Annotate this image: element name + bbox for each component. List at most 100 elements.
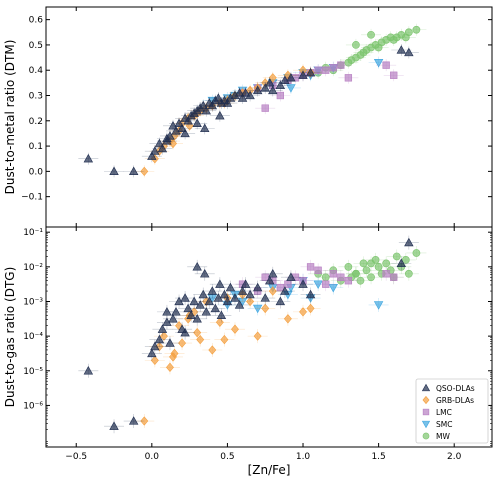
qso-dtm-point — [154, 138, 165, 148]
legend-box — [415, 378, 489, 444]
dtg-y-tick-label: 10⁻³ — [23, 297, 43, 307]
qso-dtg-point — [165, 338, 175, 347]
qso-dtg-point — [207, 286, 218, 295]
mw-dtm-point — [367, 30, 375, 39]
qso-dtm-point — [215, 110, 225, 120]
qso-dtm-point — [83, 153, 94, 163]
smc-dtg-point — [373, 301, 384, 310]
qso-dtg-point — [168, 313, 178, 323]
dtg-y-axis-title: Dust-to-gas ratio (DTG) — [3, 267, 17, 407]
legend-label-lmc: LMC — [436, 408, 452, 417]
grb-dtg-point — [306, 303, 315, 314]
legend-label-smc: SMC — [436, 420, 452, 429]
mw-dtg-point — [374, 262, 383, 271]
qso-dtg-point — [230, 293, 240, 302]
x-tick-label: 1.0 — [296, 452, 311, 462]
lmc-dtg-point — [261, 273, 269, 281]
qso-dtm-point — [150, 146, 160, 155]
dtm-y-tick-label: 0.3 — [29, 92, 43, 102]
qso-dtg-point — [201, 307, 211, 316]
mw-dtm-point — [352, 41, 360, 49]
mw-dtg-point — [367, 273, 375, 282]
dtm-y-tick-label: 0.0 — [29, 167, 44, 177]
qso-dtg-point — [180, 327, 190, 337]
qso-dtg-point — [204, 296, 214, 306]
smc-dtg-point — [252, 304, 263, 314]
qso-dtg-point — [189, 296, 199, 306]
qso-dtm-point — [260, 83, 270, 92]
qso-dtg-point — [216, 310, 227, 320]
grb-dtg-point — [193, 328, 202, 338]
qso-dtg-point — [215, 279, 225, 288]
smc-dtm-point — [373, 58, 384, 68]
mw-dtg-point — [359, 259, 368, 268]
dtm-y-tick-label: 0.6 — [29, 16, 44, 26]
qso-dtg-point — [198, 289, 208, 299]
qso-dtg-point — [200, 268, 210, 278]
dtm-y-tick-label: 0.1 — [29, 142, 43, 152]
lmc-dtm-point — [276, 91, 284, 100]
qso-dtg-point — [128, 416, 139, 425]
qso-dtm-point — [237, 93, 248, 102]
qso-dtm-point — [252, 85, 263, 95]
dtg-data-layer — [78, 235, 427, 434]
dtm-y-tick-label: −0.1 — [21, 193, 43, 203]
qso-dtm-point — [222, 98, 233, 107]
lmc-dtg-point — [382, 270, 390, 278]
qso-dtm-point — [162, 133, 172, 143]
x-tick-label: 1.5 — [371, 452, 385, 462]
lmc-dtm-point — [344, 74, 353, 82]
qso-dtg-point — [162, 307, 172, 316]
qso-dtg-point — [147, 348, 157, 358]
dtg-y-tick-label: 10⁻² — [23, 263, 43, 273]
qso-dtg-point — [195, 300, 205, 309]
lmc-dtg-point — [337, 273, 345, 281]
mw-dtg-point — [352, 269, 360, 278]
lmc-dtg-point — [284, 280, 292, 288]
qso-dtm-point — [109, 166, 119, 176]
mw-dtg-point — [382, 259, 391, 268]
qso-dtg-point — [275, 296, 286, 306]
dtg-y-tick-label: 10⁻¹ — [23, 228, 43, 238]
grb-dtg-point — [140, 416, 149, 426]
qso-dtg-point — [183, 303, 193, 313]
grb-dtm-point — [268, 73, 277, 83]
qso-dtg-point — [109, 421, 119, 430]
grb-dtg-point — [196, 334, 205, 345]
legend-marker-qso — [421, 383, 431, 392]
grb-dtg-point — [150, 355, 159, 366]
qso-dtg-point — [252, 282, 263, 292]
x-tick-label: 0.5 — [220, 452, 234, 462]
legend-marker-grb — [422, 395, 430, 405]
lmc-dtg-point — [276, 283, 284, 292]
qso-dtg-point — [210, 303, 221, 313]
qso-dtg-point — [234, 300, 245, 309]
qso-dtm-point — [171, 126, 181, 135]
qso-dtg-point — [280, 286, 290, 295]
dtm-data-layer — [78, 23, 427, 178]
grb-dtg-point — [169, 352, 177, 362]
mw-dtg-point — [401, 256, 410, 264]
x-tick-label: 0.0 — [145, 452, 160, 462]
qso-dtg-point — [171, 307, 181, 316]
grb-dtg-point — [215, 317, 224, 327]
mw-dtg-point — [362, 266, 371, 275]
grb-dtg-point — [159, 331, 168, 341]
mw-dtg-point — [356, 276, 365, 285]
qso-dtg-point — [180, 293, 190, 302]
grb-dtg-point — [299, 307, 307, 317]
qso-dtg-point — [268, 268, 278, 278]
qso-dtg-point — [396, 258, 406, 268]
mw-dtg-point — [392, 252, 401, 261]
dtm-y-tick-label: 0.2 — [29, 117, 43, 127]
qso-dtg-point — [219, 289, 230, 299]
qso-dtm-point — [192, 118, 202, 127]
lmc-dtm-point — [337, 61, 345, 69]
grb-dtm-point — [140, 166, 149, 177]
qso-dtm-point — [234, 88, 245, 97]
lmc-dtm-point — [314, 66, 322, 74]
lmc-dtm-point — [382, 61, 390, 69]
qso-dtm-point — [396, 45, 406, 54]
qso-dtm-point — [200, 123, 210, 133]
